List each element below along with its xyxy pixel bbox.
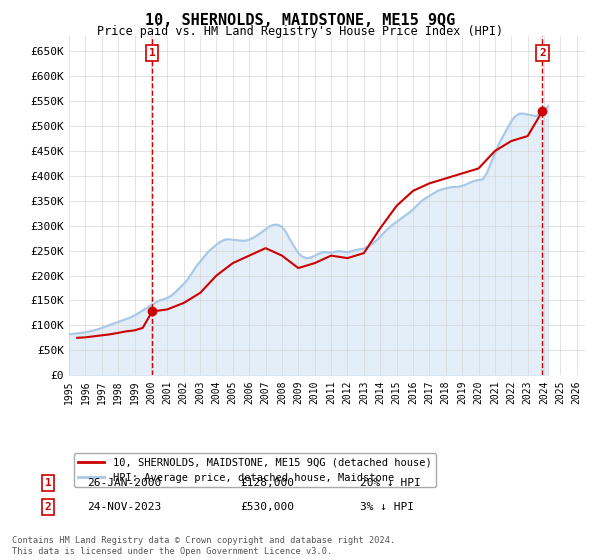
- Legend: 10, SHERNOLDS, MAIDSTONE, ME15 9QG (detached house), HPI: Average price, detache: 10, SHERNOLDS, MAIDSTONE, ME15 9QG (deta…: [74, 453, 436, 487]
- Text: Contains HM Land Registry data © Crown copyright and database right 2024.
This d: Contains HM Land Registry data © Crown c…: [12, 536, 395, 556]
- Text: 2: 2: [44, 502, 52, 512]
- Text: £530,000: £530,000: [240, 502, 294, 512]
- Text: 1: 1: [149, 48, 155, 58]
- Text: 3% ↓ HPI: 3% ↓ HPI: [360, 502, 414, 512]
- Text: 24-NOV-2023: 24-NOV-2023: [87, 502, 161, 512]
- Text: 26-JAN-2000: 26-JAN-2000: [87, 478, 161, 488]
- Text: 1: 1: [44, 478, 52, 488]
- Text: 20% ↓ HPI: 20% ↓ HPI: [360, 478, 421, 488]
- Text: Price paid vs. HM Land Registry's House Price Index (HPI): Price paid vs. HM Land Registry's House …: [97, 25, 503, 38]
- Text: 10, SHERNOLDS, MAIDSTONE, ME15 9QG: 10, SHERNOLDS, MAIDSTONE, ME15 9QG: [145, 13, 455, 28]
- Text: 2: 2: [539, 48, 546, 58]
- Text: £128,000: £128,000: [240, 478, 294, 488]
